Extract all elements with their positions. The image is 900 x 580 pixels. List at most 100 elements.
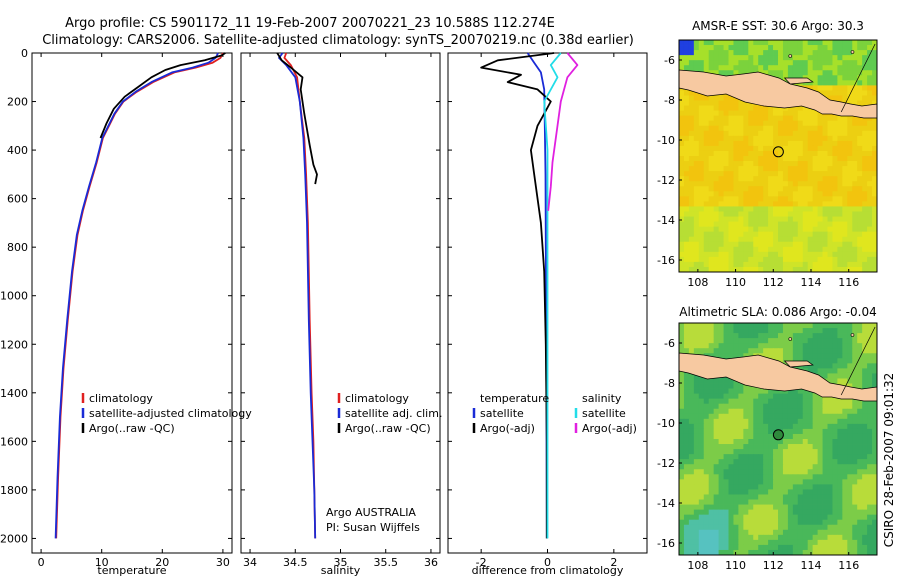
map-cell — [683, 166, 690, 172]
map-cell — [857, 529, 863, 536]
map-cell — [693, 251, 700, 258]
map-cell — [693, 95, 700, 101]
map-cell — [768, 499, 774, 505]
map-cell — [778, 519, 784, 526]
map-cell — [723, 393, 729, 400]
map-cell — [693, 140, 700, 147]
map-cell — [812, 261, 818, 268]
map-cell — [753, 256, 759, 263]
map-cell — [713, 140, 719, 147]
map-cell — [768, 266, 774, 272]
map-cell — [763, 241, 769, 248]
map-cell — [768, 449, 774, 455]
map-cell — [753, 519, 759, 526]
map-cell — [862, 176, 868, 182]
map-cell — [693, 145, 700, 152]
y-tick-label: 1800 — [0, 484, 28, 497]
map-cell — [738, 524, 744, 531]
map-cell — [847, 150, 853, 157]
map-cell — [807, 80, 814, 86]
map-cell — [748, 181, 754, 187]
map-cell — [679, 418, 685, 425]
map-cell — [787, 494, 794, 500]
map-cell — [847, 80, 853, 86]
map-cell — [862, 489, 868, 495]
map-cell — [872, 489, 877, 495]
map-cell — [807, 393, 814, 400]
map-cell — [797, 251, 804, 258]
map-cell — [733, 45, 739, 51]
map-cell — [738, 509, 744, 516]
map-cell — [847, 328, 853, 334]
map-cell — [802, 140, 809, 147]
map-cell — [787, 55, 794, 61]
map-cell — [837, 418, 843, 425]
map-cell — [688, 221, 695, 228]
map-cell — [733, 246, 739, 253]
map-cell — [857, 156, 863, 162]
map-cell — [768, 534, 774, 541]
map-cell — [773, 216, 779, 222]
map-cell — [797, 130, 804, 137]
map-cell — [753, 226, 759, 233]
map-cell — [867, 373, 873, 379]
map-cell — [718, 459, 724, 465]
map-cell — [723, 514, 729, 521]
map-cell — [748, 348, 754, 354]
map-cell — [703, 494, 710, 500]
map-cell — [723, 256, 729, 263]
map-cell — [753, 479, 759, 485]
map-cell — [802, 514, 809, 521]
map-cell — [748, 256, 754, 263]
map-cell — [857, 519, 863, 526]
map-cell — [738, 115, 744, 122]
map-cell — [713, 150, 719, 157]
map-cell — [787, 65, 794, 71]
map-cell — [693, 378, 700, 384]
map-cell — [837, 373, 843, 379]
map-cell — [683, 403, 690, 410]
map-cell — [782, 221, 789, 228]
map-cell — [723, 449, 729, 455]
map-cell — [827, 444, 833, 450]
map-cell — [797, 261, 804, 268]
map-cell — [723, 469, 729, 475]
map-cell — [679, 343, 685, 349]
map-cell — [832, 135, 838, 142]
map-cell — [832, 403, 838, 410]
map-cell — [728, 333, 734, 339]
map-cell — [778, 489, 784, 495]
map-cell — [817, 80, 823, 86]
map-cell — [748, 504, 754, 511]
map-cell — [768, 403, 774, 410]
map-cell — [713, 338, 719, 344]
map-cell — [708, 423, 715, 430]
map-cell — [797, 348, 804, 354]
map-cell — [837, 176, 843, 182]
map-cell — [738, 539, 744, 546]
map-cell — [797, 388, 804, 395]
map-cell — [708, 509, 715, 516]
map-cell — [723, 418, 729, 425]
map-cell — [857, 176, 863, 182]
map-cell — [733, 504, 739, 511]
map-cell — [713, 333, 719, 339]
map-cell — [797, 65, 804, 71]
map-cell — [822, 459, 828, 465]
map-cell — [812, 181, 818, 187]
map-cell — [748, 191, 754, 197]
map-cell — [753, 504, 759, 511]
map-cell — [758, 140, 764, 147]
map-cell — [778, 191, 784, 197]
map-cell — [802, 236, 809, 243]
map-cell — [713, 65, 719, 71]
map-cell — [837, 459, 843, 465]
map-cells — [679, 40, 877, 272]
map-cell — [842, 449, 848, 455]
map-cell — [738, 464, 744, 470]
map-cell — [842, 40, 848, 46]
map-cell — [827, 70, 833, 76]
map-cell — [708, 186, 715, 192]
map-cell — [832, 514, 838, 521]
map-cell — [683, 231, 690, 238]
